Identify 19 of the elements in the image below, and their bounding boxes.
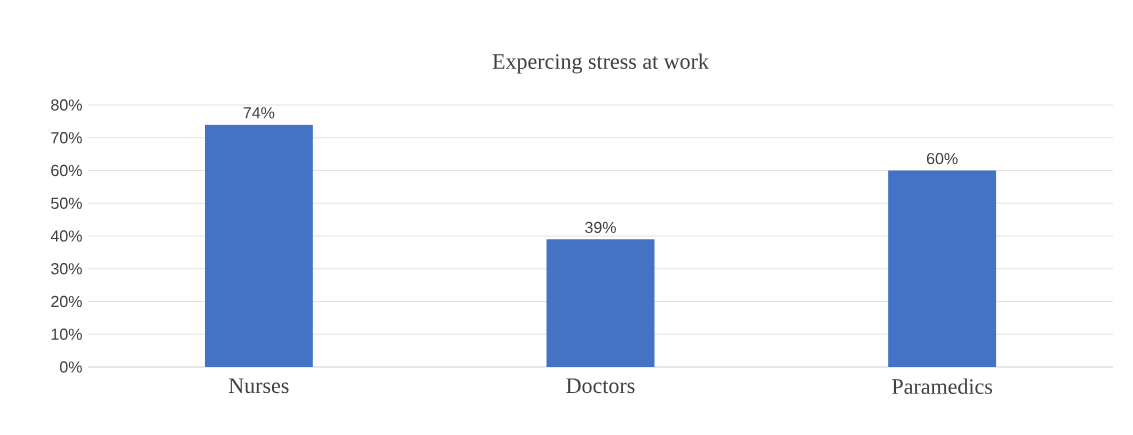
x-tick-label: Doctors [566,378,635,394]
data-label: 39% [585,221,616,234]
chart-title: Expercing stress at work [492,53,709,74]
y-tick-label: 80% [51,99,82,111]
y-tick-label: 40% [50,230,82,242]
y-tick-label: 50% [51,197,82,209]
bar [204,124,313,367]
y-tick-label: 70% [51,132,82,144]
y-tick-label: 60% [51,164,82,177]
data-label: 74% [243,107,275,119]
x-tick-label: Nurses [228,378,289,394]
bar [888,170,997,367]
data-label: 60% [926,152,958,165]
y-tick-label: 10% [51,328,82,340]
bar [546,239,655,367]
x-tick-label: Paramedics [892,378,993,394]
y-tick-label: 20% [51,295,82,308]
y-tick-label: 30% [51,263,82,275]
y-tick-label: 0% [59,361,82,373]
